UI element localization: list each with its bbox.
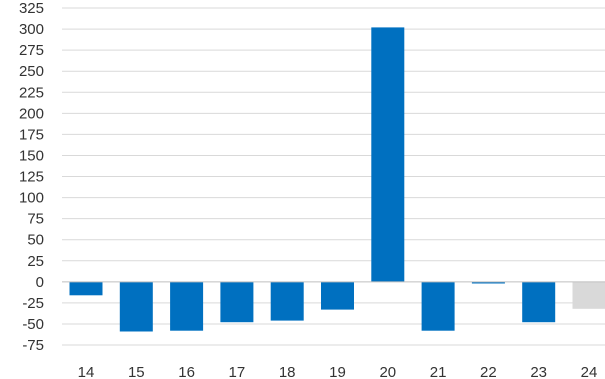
y-axis-tick-labels: -75 -50 -25 0 25 50 75 100 125 150 175 200 225 250 275… <box>19 0 44 354</box>
y-tick-label: 50 <box>27 232 44 249</box>
y-tick-label: -25 <box>22 295 44 312</box>
bar-24 <box>572 281 605 309</box>
x-tick-label: 18 <box>279 364 296 379</box>
bar-19 <box>321 281 354 310</box>
bar-16 <box>170 281 204 331</box>
gridlines <box>62 7 605 346</box>
bar-22 <box>471 281 505 284</box>
x-tick-label: 20 <box>379 364 396 379</box>
y-tick-label: 250 <box>19 63 44 80</box>
x-tick-label: 15 <box>128 364 145 379</box>
bars <box>62 27 605 332</box>
y-tick-label: 275 <box>19 42 44 59</box>
y-tick-label: 225 <box>19 84 44 101</box>
bar-18 <box>270 281 304 321</box>
y-tick-label: 150 <box>19 147 44 164</box>
x-tick-label: 17 <box>229 364 246 379</box>
bar-20 <box>371 27 405 282</box>
x-tick-label: 19 <box>329 364 346 379</box>
x-tick-label: 23 <box>530 364 547 379</box>
bar-14 <box>69 281 103 296</box>
y-tick-label: 0 <box>36 274 44 291</box>
x-tick-label: 16 <box>178 364 195 379</box>
bar-21 <box>421 281 455 331</box>
bar-23 <box>522 281 556 323</box>
y-tick-label: 125 <box>19 169 44 186</box>
y-tick-label: 175 <box>19 126 44 143</box>
y-tick-label: 25 <box>27 253 44 270</box>
bar-17 <box>220 281 254 323</box>
x-tick-label: 24 <box>581 364 598 379</box>
y-tick-label: 325 <box>19 0 44 17</box>
x-axis-tick-labels: 14 15 16 17 18 19 20 21 22 23 24 <box>78 364 598 379</box>
y-tick-label: 300 <box>19 21 44 38</box>
x-tick-label: 21 <box>430 364 447 379</box>
y-tick-label: 100 <box>19 190 44 207</box>
y-tick-label: -75 <box>22 337 44 354</box>
y-tick-label: -50 <box>22 316 44 333</box>
x-tick-label: 22 <box>480 364 497 379</box>
bar-15 <box>119 281 153 332</box>
x-tick-label: 14 <box>78 364 95 379</box>
y-tick-label: 200 <box>19 105 44 122</box>
y-tick-label: 75 <box>27 211 44 228</box>
